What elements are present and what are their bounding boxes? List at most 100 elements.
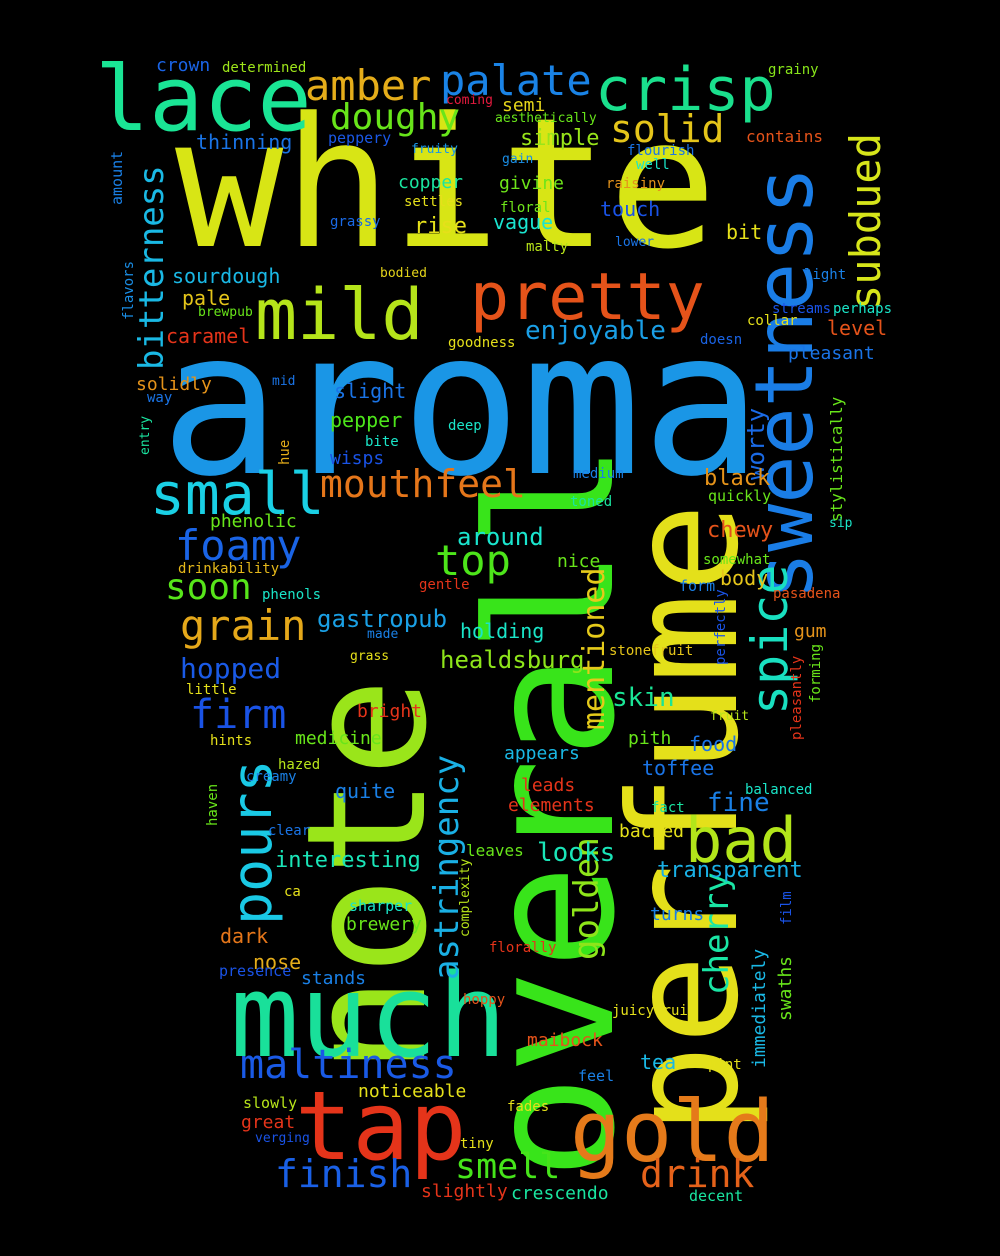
word-dark: dark xyxy=(220,924,269,948)
word-pleasant: pleasant xyxy=(788,343,875,364)
word-perhaps: perhaps xyxy=(833,301,893,317)
word-grass: grass xyxy=(350,649,390,664)
word-amount: amount xyxy=(108,150,126,205)
word-enjoyable: enjoyable xyxy=(525,316,666,346)
word-holding: holding xyxy=(460,619,545,643)
word-body: body xyxy=(720,566,769,590)
word-forming: forming xyxy=(808,643,824,703)
word-mild: mild xyxy=(255,274,424,356)
word-great: great xyxy=(241,1112,296,1133)
word-black: black xyxy=(704,466,771,491)
word-fruit: fruit xyxy=(710,709,750,724)
word-fact: fact xyxy=(651,800,685,816)
word-verging: verging xyxy=(255,1131,310,1146)
word-solid: solid xyxy=(610,107,725,151)
word-toffee: toffee xyxy=(642,756,715,780)
word-collar: collar xyxy=(747,313,798,329)
word-turns: turns xyxy=(650,904,705,925)
word-touch: touch xyxy=(600,197,661,221)
word-stonefruit: stonefruit xyxy=(609,643,694,659)
word-pretty: pretty xyxy=(470,260,705,335)
word-bad: bad xyxy=(685,804,797,877)
word-crown: crown xyxy=(156,55,211,76)
word-creamy: creamy xyxy=(246,769,297,785)
word-food: food xyxy=(689,732,738,756)
word-bright: bright xyxy=(357,701,423,722)
word-looks: looks xyxy=(537,838,616,868)
word-complexity: complexity xyxy=(458,858,473,937)
word-doesn: doesn xyxy=(700,332,743,348)
word-backed: backed xyxy=(619,821,685,842)
word-sharper: sharper xyxy=(349,897,413,915)
word-cherry: cherry xyxy=(697,872,737,995)
word-mouthfeel: mouthfeel xyxy=(320,462,526,506)
word-contains: contains xyxy=(746,127,824,146)
word-gum: gum xyxy=(794,621,827,642)
word-semi: semi xyxy=(502,95,546,116)
word-nice: nice xyxy=(557,551,601,572)
word-chewy: chewy xyxy=(707,518,774,543)
word-doughy: doughy xyxy=(330,97,461,138)
word-caramel: caramel xyxy=(166,324,251,348)
word-gentle: gentle xyxy=(419,577,470,593)
word-firm: firm xyxy=(190,692,287,738)
word-crisp: crisp xyxy=(595,55,776,125)
word-lower: lower xyxy=(615,235,655,250)
word-goodness: goodness xyxy=(448,335,516,351)
word-peppery: peppery xyxy=(328,129,392,147)
word-bit: bit xyxy=(726,220,763,244)
word-well: well xyxy=(636,157,670,173)
word-skin: skin xyxy=(612,683,675,713)
word-swaths: swaths xyxy=(775,955,796,1021)
word-fine: fine xyxy=(707,788,770,818)
word-amber: amber xyxy=(305,61,432,110)
word-malty: malty xyxy=(526,239,569,255)
word-around: around xyxy=(457,523,544,551)
word-interesting: interesting xyxy=(275,848,421,873)
word-quite: quite xyxy=(335,779,396,803)
word-medium: medium xyxy=(573,466,624,482)
word-tap: tap xyxy=(295,1072,467,1182)
word-pith: pith xyxy=(628,728,672,749)
word-pint: pint xyxy=(708,1057,742,1073)
word-pepper: pepper xyxy=(330,408,403,432)
word-entry: entry xyxy=(138,415,153,455)
word-sip: sip xyxy=(829,516,853,531)
word-flourish: flourish xyxy=(627,143,695,159)
word-clear: clear xyxy=(268,823,311,839)
word-subdued: subdued xyxy=(841,132,890,310)
word-toned: toned xyxy=(570,494,613,510)
word-much: much xyxy=(230,950,507,1084)
word-medicine: medicine xyxy=(295,728,382,749)
word-fades: fades xyxy=(507,1099,550,1115)
word-hazed: hazed xyxy=(278,757,321,773)
word-balanced: balanced xyxy=(745,782,813,798)
word-bite: bite xyxy=(365,434,399,450)
word-solidly: solidly xyxy=(136,374,212,395)
word-nose: nose xyxy=(253,950,302,974)
word-white: white xyxy=(175,80,717,289)
word-raisiny: raisiny xyxy=(606,176,666,192)
word-drink: drink xyxy=(640,1152,755,1196)
word-rise: rise xyxy=(414,214,467,239)
word-brewpub: brewpub xyxy=(198,305,253,320)
word-flavors: flavors xyxy=(121,260,137,320)
word-deep: deep xyxy=(448,418,482,434)
word-gain: gain xyxy=(502,152,534,167)
word-brewery: brewery xyxy=(346,914,422,935)
word-juicyfruit: juicyfruit xyxy=(612,1003,697,1019)
word-bodied: bodied xyxy=(380,266,427,281)
word-wisps: wisps xyxy=(330,448,385,469)
word-small: small xyxy=(150,460,325,528)
word-film: film xyxy=(779,891,795,925)
word-healdsburg: healdsburg xyxy=(440,646,585,674)
word-grain: grain xyxy=(180,601,307,650)
word-mid: mid xyxy=(272,374,296,389)
word-pale: pale xyxy=(182,286,231,310)
word-tiny: tiny xyxy=(460,1136,494,1152)
word-aesthetically: aesthetically xyxy=(495,111,597,126)
word-crescendo: crescendo xyxy=(511,1183,609,1204)
word-grainy: grainy xyxy=(768,62,819,78)
word-tea: tea xyxy=(640,1050,677,1074)
